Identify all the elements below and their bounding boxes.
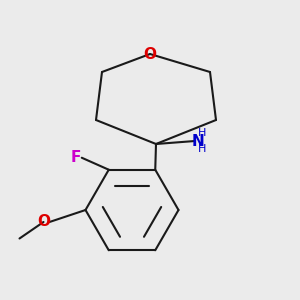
Text: O: O xyxy=(143,46,157,62)
Text: N: N xyxy=(192,134,204,148)
Text: O: O xyxy=(37,214,50,230)
Text: H: H xyxy=(198,128,206,139)
Text: F: F xyxy=(70,150,81,165)
Text: H: H xyxy=(198,143,206,154)
